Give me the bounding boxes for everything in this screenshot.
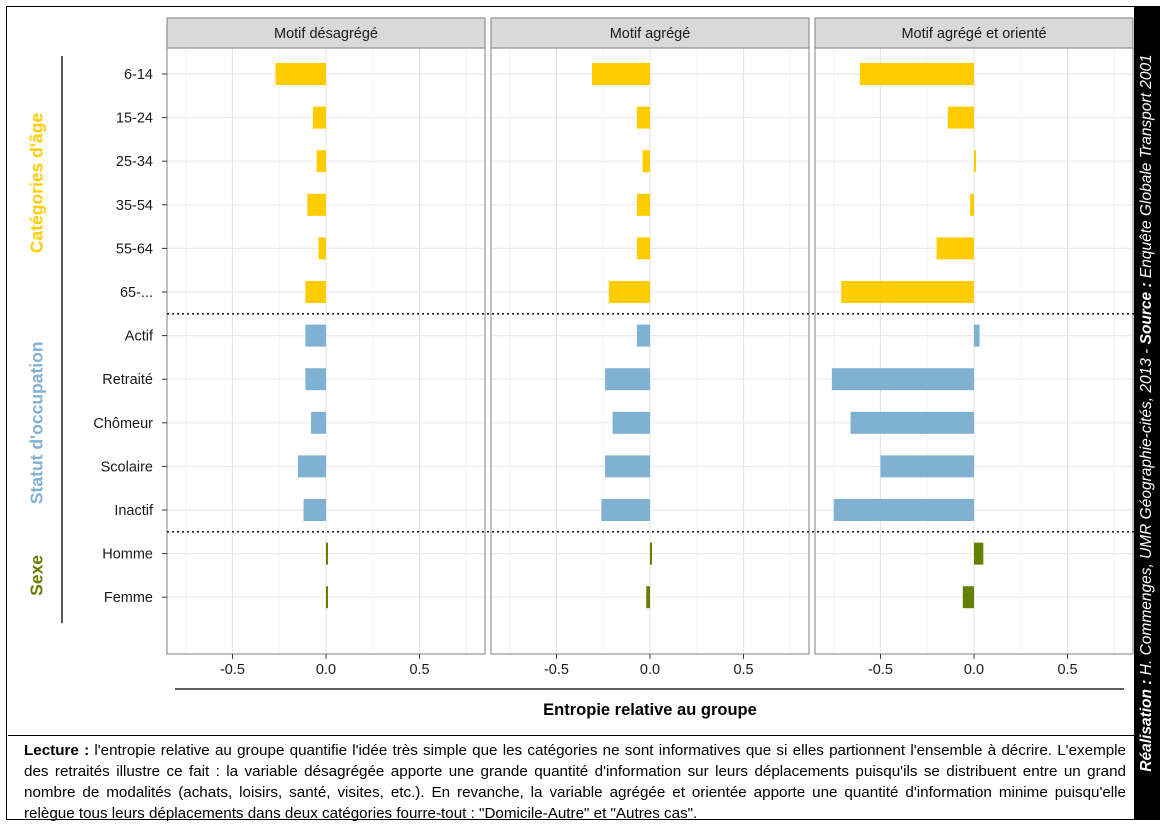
bar-55-64 xyxy=(936,237,974,260)
group-label-categories-d-age: Catégories d'âge xyxy=(27,113,47,254)
bar-55-64 xyxy=(318,237,326,260)
y-tick-label-homme: Homme xyxy=(102,547,153,563)
panel-motif-agrege: Motif agrégé -0.5 0.0 0.5 xyxy=(490,17,810,678)
bar-65 xyxy=(841,281,974,303)
y-tick-label-65: 65-... xyxy=(120,285,153,301)
y-tick-label-6-14: 6-14 xyxy=(124,67,153,83)
bar-15-24 xyxy=(312,106,326,129)
y-tick-label-inactif: Inactif xyxy=(114,503,154,519)
bar-35-54 xyxy=(307,193,326,216)
x-axis-title: Entropie relative au groupe xyxy=(543,701,757,719)
caption-text: l'entropie relative au groupe quantifie … xyxy=(24,742,1126,822)
credit-source: Enquête Globale Transport 2001 xyxy=(1137,54,1155,279)
bar-chomeur xyxy=(612,411,650,434)
bar-scolaire xyxy=(605,455,650,478)
y-tick-label-chomeur: Chômeur xyxy=(93,416,153,432)
bar-6-14 xyxy=(592,63,650,85)
panel-title: Motif agrégé xyxy=(610,26,691,42)
bar-65 xyxy=(305,281,326,303)
panel-motif-desagrege: Motif désagrégé -0.5 0.0 0.5 xyxy=(166,17,486,678)
panel-strip xyxy=(166,17,486,49)
bar-chomeur xyxy=(850,411,974,434)
x-tick-label: 0.0 xyxy=(964,662,984,678)
bar-homme xyxy=(326,542,328,565)
credit-strip: Réalisation : H. Commenges, UMR Géograph… xyxy=(1134,7,1159,819)
bar-homme xyxy=(974,542,984,565)
bar-inactif xyxy=(833,499,974,521)
bar-6-14 xyxy=(859,63,974,85)
bar-35-54 xyxy=(636,193,650,216)
bar-femme xyxy=(646,586,650,609)
bar-femme xyxy=(962,586,974,609)
caption-lead: Lecture : xyxy=(24,742,90,759)
bar-retraite xyxy=(305,368,326,391)
bar-55-64 xyxy=(636,237,650,260)
panel-title: Motif agrégé et orienté xyxy=(901,26,1046,42)
y-tick-label-retraite: Retraité xyxy=(102,372,153,388)
faceted-bar-chart: Motif désagrégé -0.5 0.0 0.5 Motif agrégé -0.… xyxy=(27,17,1134,719)
credit-author: H. Commenges, UMR Géographie-cités, 2013… xyxy=(1137,348,1155,676)
y-tick-label-femme: Femme xyxy=(104,590,153,606)
bar-femme xyxy=(326,586,328,609)
credit-label-source: Source : xyxy=(1137,282,1155,345)
bar-6-14 xyxy=(275,63,326,85)
bar-scolaire xyxy=(880,455,974,478)
bar-retraite xyxy=(605,368,650,391)
x-tick-label: 0.5 xyxy=(409,662,429,678)
group-label-statut-d-occupation: Statut d'occupation xyxy=(27,341,47,504)
bar-actif xyxy=(636,324,650,347)
bar-actif xyxy=(974,324,980,347)
x-tick-label: 0.0 xyxy=(640,662,660,678)
bar-15-24 xyxy=(947,106,974,129)
y-tick-label-35-54: 35-54 xyxy=(116,198,153,214)
panel-strip xyxy=(490,17,810,49)
bar-25-34 xyxy=(642,150,650,173)
bar-25-34 xyxy=(974,150,976,173)
x-tick-label: 0.5 xyxy=(1057,662,1077,678)
x-tick-label: -0.5 xyxy=(544,662,569,678)
credit-label-realisation: Réalisation : xyxy=(1137,679,1155,772)
panel-motif-agrege-et-oriente: Motif agrégé et orienté -0.5 0.0 0.5 xyxy=(814,17,1134,678)
bar-actif xyxy=(305,324,326,347)
group-label-sexe: Sexe xyxy=(27,555,47,596)
bar-retraite xyxy=(831,368,974,391)
bar-chomeur xyxy=(311,411,326,434)
bar-15-24 xyxy=(636,106,650,129)
bar-inactif xyxy=(601,499,650,521)
y-tick-label-25-34: 25-34 xyxy=(116,154,153,170)
y-tick-label-actif: Actif xyxy=(125,329,154,345)
bar-scolaire xyxy=(297,455,326,478)
x-tick-label: 0.5 xyxy=(733,662,753,678)
bar-homme xyxy=(650,542,652,565)
panel-strip xyxy=(814,17,1134,49)
x-tick-label: -0.5 xyxy=(220,662,245,678)
y-tick-label-scolaire: Scolaire xyxy=(101,459,153,475)
bar-65 xyxy=(608,281,650,303)
bar-25-34 xyxy=(316,150,326,173)
bar-inactif xyxy=(303,499,326,521)
x-tick-label: 0.0 xyxy=(316,662,336,678)
bar-35-54 xyxy=(970,193,974,216)
y-tick-label-55-64: 55-64 xyxy=(116,241,153,257)
credit-text: Réalisation : H. Commenges, UMR Géograph… xyxy=(1138,54,1156,771)
panel-title: Motif désagrégé xyxy=(274,26,378,42)
y-tick-label-15-24: 15-24 xyxy=(116,111,153,127)
caption: Lecture : l'entropie relative au groupe … xyxy=(8,735,1134,822)
x-tick-label: -0.5 xyxy=(868,662,893,678)
